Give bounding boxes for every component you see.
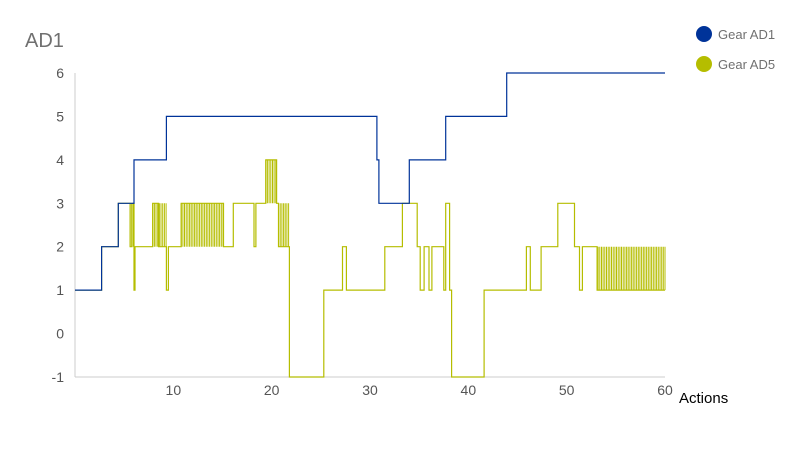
y-tick-label: 1 xyxy=(56,282,64,298)
legend-label-gear-ad1: Gear AD1 xyxy=(718,27,775,42)
x-tick-label: 40 xyxy=(461,382,477,398)
y-tick-label: 2 xyxy=(56,239,64,255)
series-oscillation-gear-ad5 xyxy=(278,203,290,247)
series-oscillation-gear-ad5 xyxy=(265,159,277,204)
x-tick-label: 10 xyxy=(166,382,182,398)
x-tick-label: 20 xyxy=(264,382,280,398)
x-tick-label: 60 xyxy=(657,382,673,398)
series-line-gear-ad5 xyxy=(75,159,665,378)
legend-label-gear-ad5: Gear AD5 xyxy=(718,57,775,72)
legend: Gear AD1 Gear AD5 xyxy=(696,26,775,72)
legend-marker-gear-ad1 xyxy=(696,26,712,42)
series-gear-ad1 xyxy=(75,72,665,291)
y-tick-label: 4 xyxy=(56,152,64,168)
y-tick-label: -1 xyxy=(52,369,65,385)
x-tick-label: 50 xyxy=(559,382,575,398)
legend-marker-gear-ad5 xyxy=(696,56,712,72)
series-gear-ad5 xyxy=(75,159,666,378)
series-oscillation-gear-ad5 xyxy=(152,203,167,247)
series-oscillation-gear-ad5 xyxy=(129,203,134,247)
x-axis-label: Actions xyxy=(679,390,728,407)
y-tick-label: 6 xyxy=(56,65,64,81)
series-oscillation-gear-ad5 xyxy=(597,246,666,291)
y-tick-label: 0 xyxy=(56,326,64,342)
series-line-gear-ad1 xyxy=(75,72,665,291)
series-oscillation-gear-ad5 xyxy=(180,203,224,247)
x-tick-label: 30 xyxy=(362,382,378,398)
x-axis-ticks: 10 20 30 40 50 60 xyxy=(166,382,673,398)
chart-title: AD1 xyxy=(25,30,64,52)
y-tick-label: 5 xyxy=(56,108,64,124)
y-tick-label: 3 xyxy=(56,195,64,211)
series-layer xyxy=(75,72,666,378)
y-axis-ticks: -1 0 1 2 3 4 5 6 xyxy=(52,65,65,385)
